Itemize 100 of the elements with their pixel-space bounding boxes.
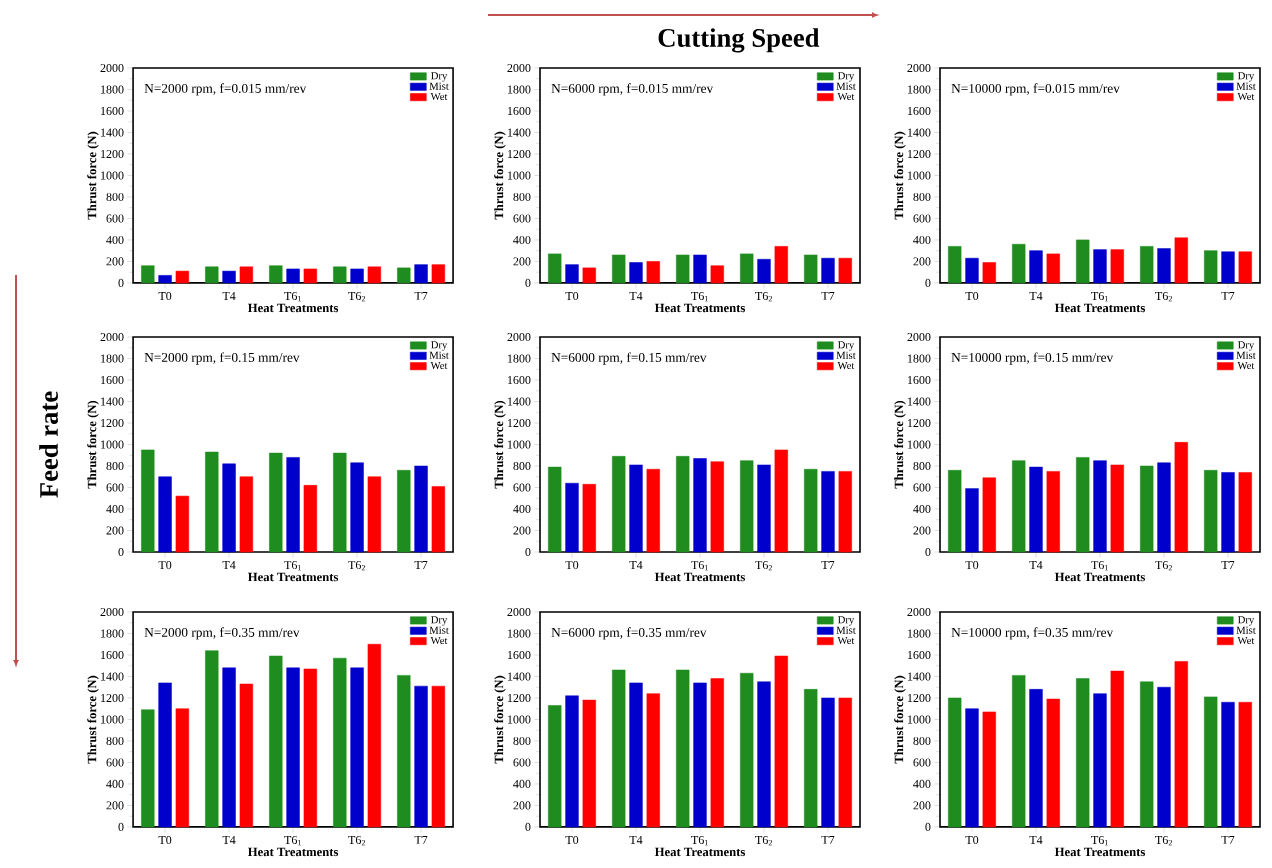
bar: [350, 667, 364, 828]
bar: [948, 246, 962, 284]
x-tick-label: T6$_{2}$: [1155, 835, 1172, 846]
x-tick-label: T6$_{2}$: [348, 291, 365, 302]
y-tick-label: 1200: [101, 693, 124, 703]
y-tick-label: 2000: [907, 333, 931, 342]
legend-label: Dry: [431, 341, 448, 351]
y-tick-label: 200: [106, 801, 124, 810]
bar: [397, 675, 411, 828]
y-tick-label: 1200: [101, 418, 124, 428]
y-tick-label: 1400: [101, 672, 124, 681]
bar: [1110, 670, 1124, 828]
bar: [740, 460, 754, 553]
y-tick-label: 1200: [507, 149, 531, 159]
y-tick-label: 600: [913, 483, 931, 492]
bar: [1076, 678, 1090, 828]
bar: [948, 470, 962, 553]
bar: [239, 683, 254, 828]
x-tick-label: T6$_{1}$: [691, 561, 708, 571]
bar: [333, 452, 347, 553]
x-tick-label: T0: [565, 291, 579, 301]
y-tick-label: 1200: [907, 149, 931, 159]
text: N=10000 rpm, f=0.35 mm/rev: [951, 627, 1114, 640]
bar: [1174, 442, 1188, 553]
bar: [175, 708, 190, 828]
bar: [141, 265, 155, 284]
bar: [175, 270, 190, 284]
bar: [804, 468, 818, 553]
bar: [548, 705, 562, 828]
x-tick-label: T7: [821, 291, 835, 300]
y-tick-label: 1000: [907, 715, 931, 724]
bar: [965, 488, 979, 553]
y-tick-label: 1800: [907, 629, 931, 638]
y-axis-title: Thrust force (N): [87, 400, 99, 489]
bar: [1140, 465, 1154, 553]
y-tick-label: 200: [913, 801, 931, 810]
y-tick-label: 1600: [507, 375, 531, 385]
x-tick-label: T6$_{1}$: [691, 835, 708, 846]
y-axis-title: Thrust force (N): [894, 400, 906, 489]
bar: [646, 468, 660, 553]
y-tick-label: 600: [913, 758, 931, 767]
bar: [1140, 246, 1154, 284]
y-tick-label: 1000: [101, 440, 124, 449]
y-tick-label: 200: [513, 526, 531, 535]
y-axis-title: Thrust force (N): [87, 131, 99, 220]
bar: [629, 464, 643, 553]
legend-label: Mist: [429, 82, 449, 90]
x-tick-label: T4: [222, 835, 236, 844]
bar: [1238, 701, 1252, 828]
bar: [629, 682, 643, 828]
y-tick-label: 400: [513, 779, 531, 788]
y-tick-label: 1800: [507, 354, 531, 363]
bar: [1029, 689, 1043, 828]
y-tick-label: 0: [118, 822, 124, 831]
y-tick-label: 600: [106, 214, 124, 223]
y-tick-label: 200: [106, 257, 124, 266]
bar: [1046, 698, 1060, 828]
bar: [141, 709, 155, 828]
bar: [821, 697, 835, 828]
y-tick-label: 0: [118, 547, 124, 557]
y-tick-label: 200: [106, 526, 124, 535]
bar: [205, 266, 219, 284]
x-tick-label: T7: [414, 835, 428, 844]
x-tick-label: T7: [1221, 291, 1235, 300]
bar: [303, 668, 318, 828]
y-tick-label: 600: [513, 214, 531, 223]
y-tick-label: 1000: [101, 715, 124, 724]
legend-label: Dry: [431, 616, 448, 626]
x-tick-label: T0: [965, 561, 979, 570]
y-tick-label: 1000: [101, 171, 124, 180]
legend-label: Wet: [837, 92, 855, 101]
bar: [333, 657, 347, 828]
text: Feed rate: [39, 391, 58, 498]
bar: [141, 449, 155, 553]
bar: [1204, 696, 1218, 828]
bar: [1093, 249, 1107, 284]
x-axis-title: Heat Treatments: [247, 847, 339, 857]
x-tick-label: T4: [1029, 291, 1043, 300]
legend-label: Wet: [1237, 362, 1255, 370]
y-tick-label: 0: [525, 547, 531, 557]
bar: [1110, 249, 1124, 284]
bar: [158, 682, 172, 828]
y-axis-title: Thrust force (N): [894, 131, 906, 220]
bar: [676, 669, 690, 828]
bar: [710, 265, 724, 284]
y-tick-label: 600: [106, 483, 124, 492]
y-tick-label: 1000: [507, 440, 531, 449]
bar: [1221, 472, 1235, 553]
bar: [948, 697, 962, 828]
y-tick-label: 200: [513, 801, 531, 810]
bar: [565, 482, 579, 553]
x-tick-label: T0: [565, 561, 579, 570]
y-tick-label: 1600: [101, 375, 124, 385]
legend-label: Dry: [1237, 341, 1255, 351]
bar: [1093, 460, 1107, 553]
bar: [1157, 248, 1171, 284]
y-tick-label: 1000: [907, 171, 931, 180]
legend-label: Dry: [1237, 72, 1255, 82]
bar: [286, 457, 300, 553]
bar: [222, 463, 236, 553]
